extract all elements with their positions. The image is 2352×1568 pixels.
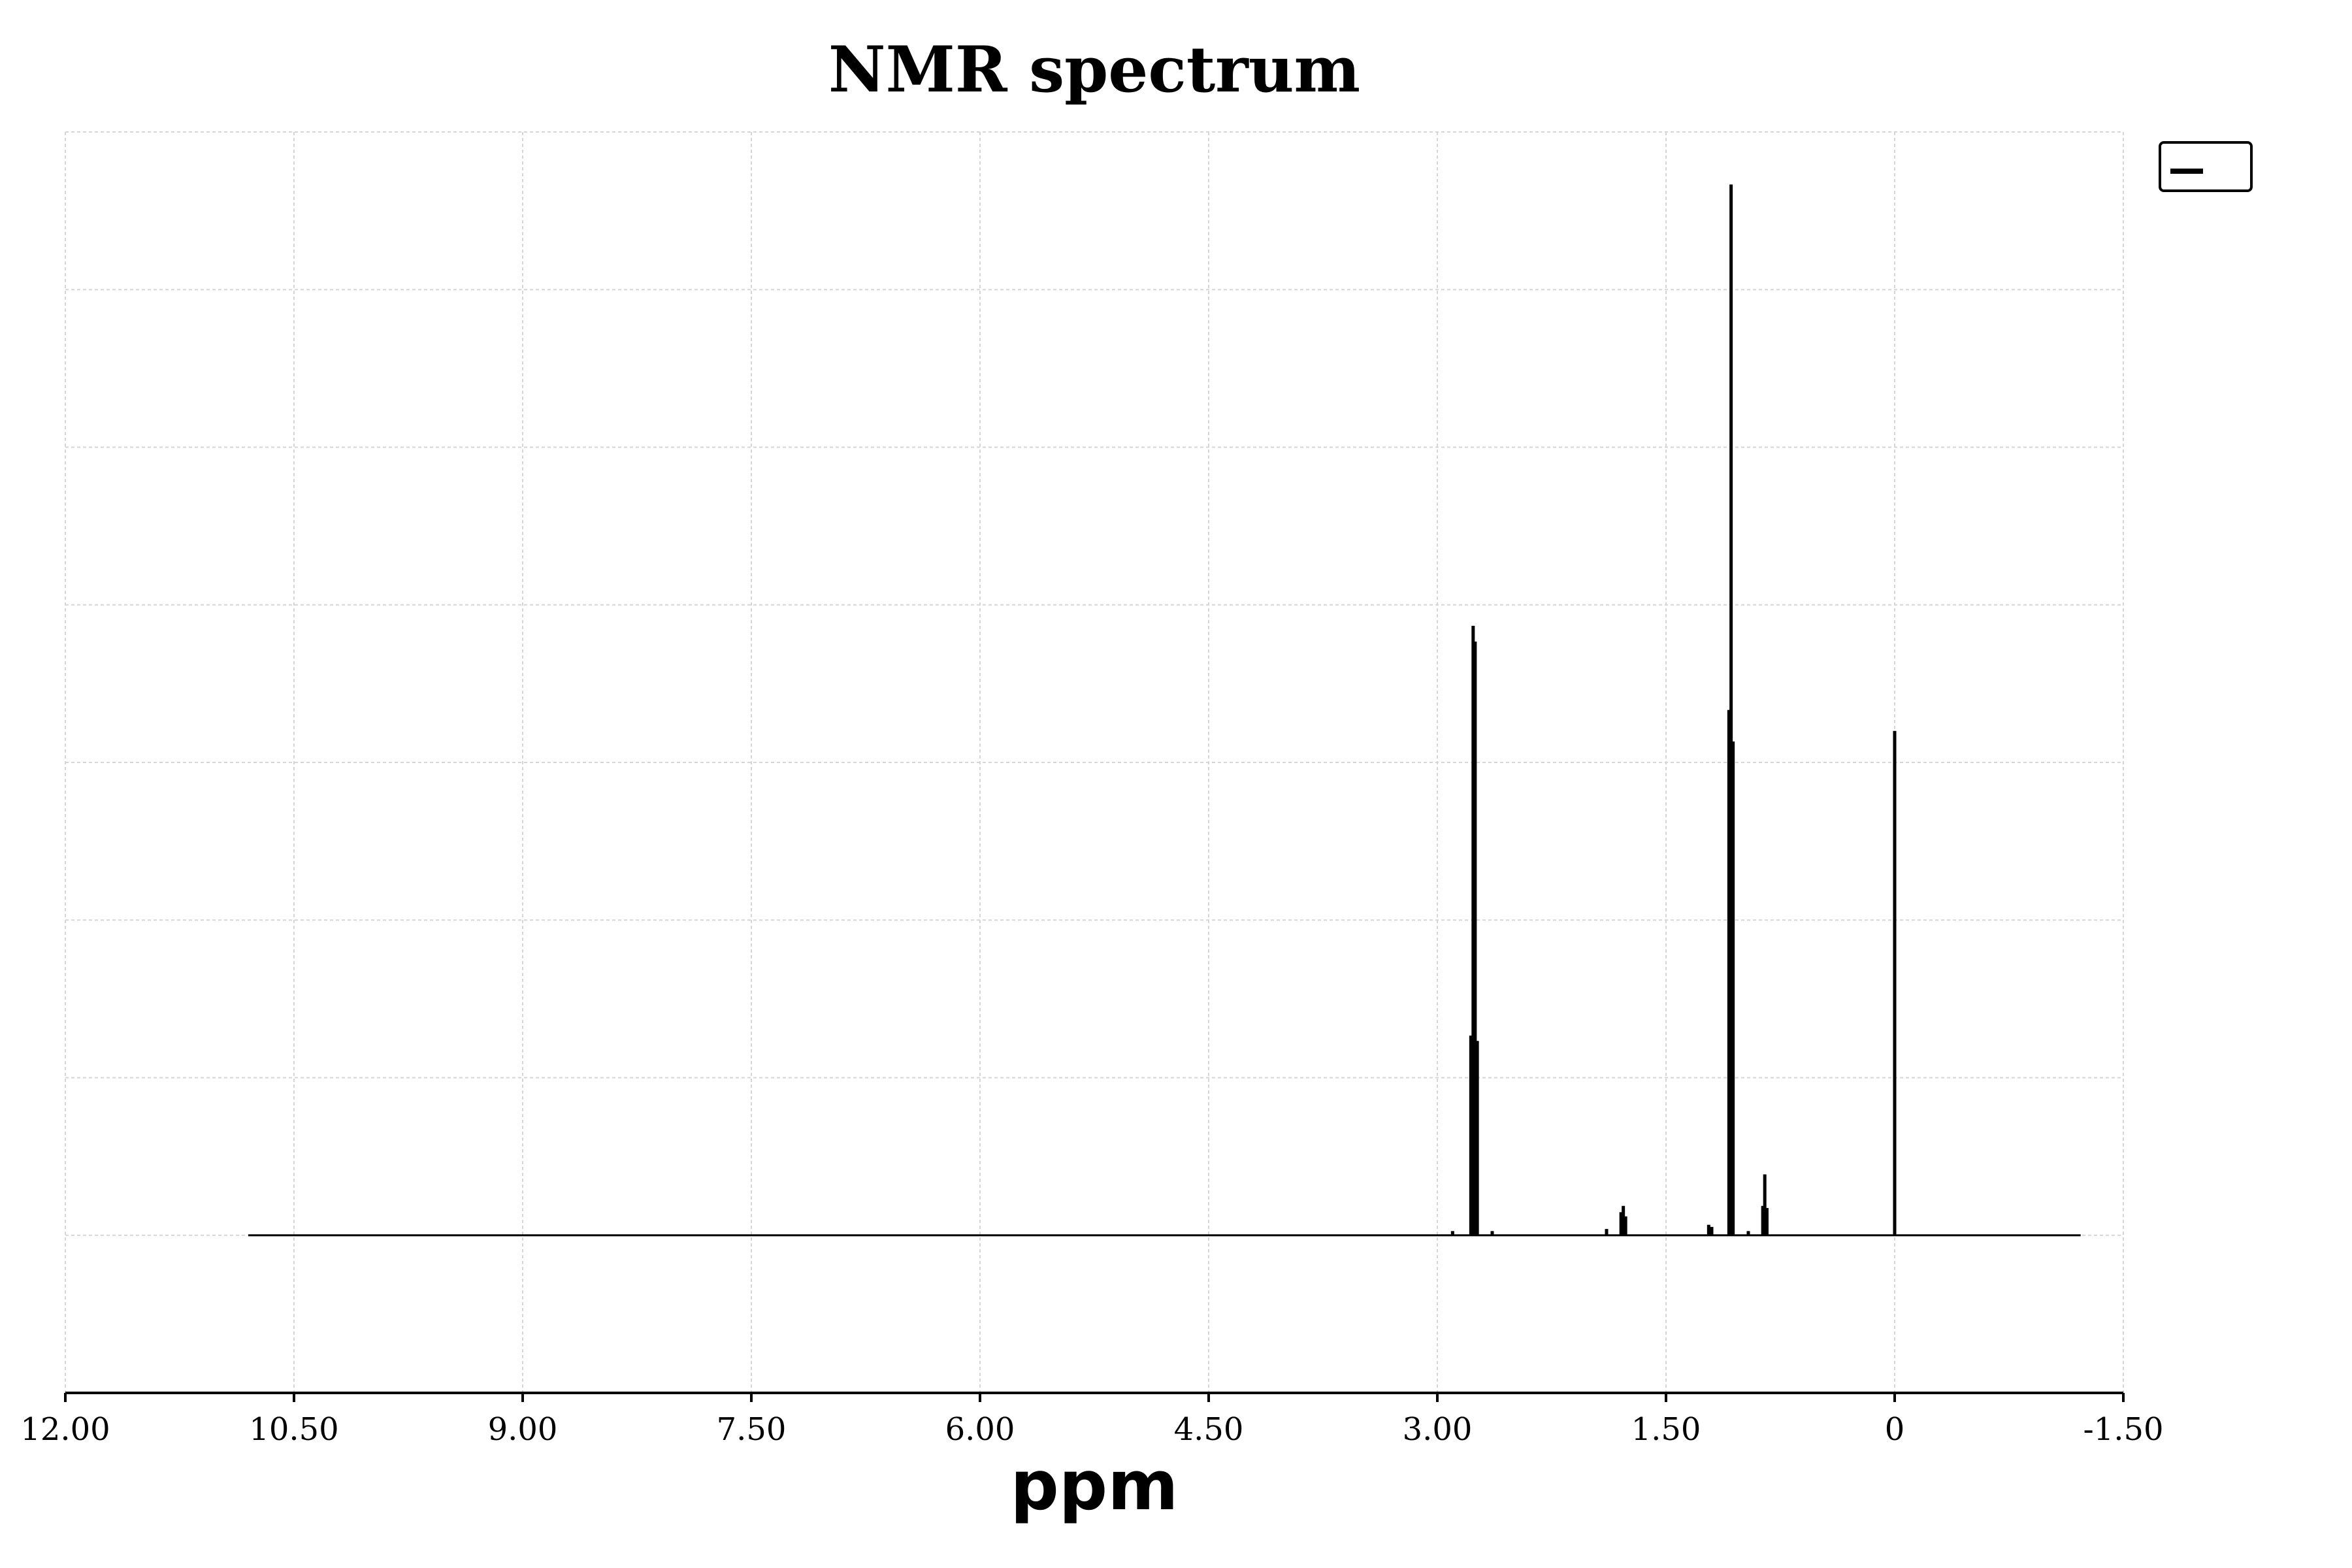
series-layer [248,184,2081,1237]
x-axis-label: ppm [1010,1446,1178,1526]
x-tick-label: 12.00 [20,1411,110,1448]
x-tick-label: -1.50 [2083,1411,2163,1448]
x-tick-label: 0 [1885,1411,1905,1448]
x-tick-label: 7.50 [717,1411,787,1448]
x-tick-label: 6.00 [945,1411,1015,1448]
x-tick-label: 10.50 [249,1411,338,1448]
x-ticks: 12.00 10.50 9.00 7.50 6.00 4.50 3.00 1.50 0 -1.50 [20,1393,2164,1448]
x-tick-label: 4.50 [1174,1411,1244,1448]
x-tick-label: 3.00 [1403,1411,1473,1448]
legend-box [2159,141,2253,192]
legend [2159,141,2253,192]
x-tick-label: 9.00 [488,1411,558,1448]
chart-title: NMR spectrum [828,33,1360,106]
x-tick-label: 1.50 [1631,1411,1701,1448]
